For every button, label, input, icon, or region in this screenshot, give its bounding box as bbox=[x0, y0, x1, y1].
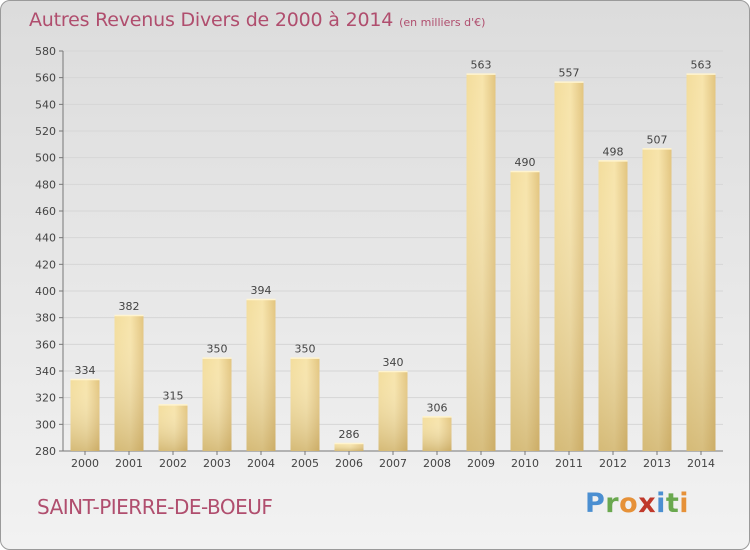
bar-value-label: 382 bbox=[119, 300, 140, 313]
bar-value-label: 286 bbox=[339, 428, 360, 441]
bar-shade bbox=[246, 299, 276, 451]
x-tick-label: 2006 bbox=[335, 457, 363, 470]
logo-letter: P bbox=[585, 488, 606, 519]
bar-shade bbox=[378, 371, 408, 451]
bar-shade bbox=[70, 379, 100, 451]
x-tick-label: 2010 bbox=[511, 457, 539, 470]
bar-value-label: 498 bbox=[603, 145, 624, 158]
bar-shade bbox=[554, 81, 584, 452]
x-tick-label: 2012 bbox=[599, 457, 627, 470]
bar-shade bbox=[422, 416, 452, 451]
logo-letter: i bbox=[679, 488, 690, 519]
bar-value-label: 340 bbox=[383, 356, 404, 369]
bars bbox=[70, 73, 716, 452]
bar-shade bbox=[598, 160, 628, 452]
bar-value-label: 334 bbox=[75, 364, 96, 377]
bar-shade bbox=[466, 73, 496, 452]
x-tick-label: 2004 bbox=[247, 457, 275, 470]
bar-value-label: 563 bbox=[471, 59, 492, 72]
y-tick-label: 520 bbox=[35, 125, 56, 138]
y-tick-label: 360 bbox=[35, 338, 56, 351]
bar-value-label: 507 bbox=[647, 133, 668, 146]
logo-letter: r bbox=[605, 488, 620, 519]
x-tick-label: 2014 bbox=[687, 457, 715, 470]
bar-value-label: 563 bbox=[691, 59, 712, 72]
x-tick-label: 2007 bbox=[379, 457, 407, 470]
y-tick-label: 340 bbox=[35, 365, 56, 378]
bar-value-label: 394 bbox=[251, 284, 272, 297]
y-tick-label: 540 bbox=[35, 98, 56, 111]
x-tick-label: 2013 bbox=[643, 457, 671, 470]
y-tick-label: 580 bbox=[35, 45, 56, 58]
y-tick-label: 500 bbox=[35, 152, 56, 165]
bar-value-label: 490 bbox=[515, 156, 536, 169]
bar-shade bbox=[642, 148, 672, 452]
chart-title-unit: (en milliers d'€) bbox=[399, 16, 486, 29]
x-tick-label: 2005 bbox=[291, 457, 319, 470]
logo-letter: i bbox=[656, 488, 666, 519]
logo-letter: x bbox=[638, 488, 657, 519]
commune-name: SAINT-PIERRE-DE-BOEUF bbox=[37, 495, 273, 519]
chart-title: Autres Revenus Divers de 2000 à 2014 (en … bbox=[29, 9, 485, 31]
bar-value-label: 350 bbox=[295, 343, 316, 356]
y-tick-label: 420 bbox=[35, 258, 56, 271]
y-tick-label: 480 bbox=[35, 178, 56, 191]
chart-title-main: Autres Revenus Divers de 2000 à 2014 bbox=[29, 9, 394, 31]
labels: 280 300 320 340 360 380 400 420 440 460 480 500 520 5… bbox=[35, 45, 715, 470]
x-tick-label: 2001 bbox=[115, 457, 143, 470]
bar-value-label: 350 bbox=[207, 343, 228, 356]
bar-shade bbox=[290, 357, 320, 451]
y-tick-label: 440 bbox=[35, 232, 56, 245]
x-tick-label: 2011 bbox=[555, 457, 583, 470]
bar-value-label: 306 bbox=[427, 401, 448, 414]
y-tick-label: 400 bbox=[35, 285, 56, 298]
x-tick-label: 2000 bbox=[71, 457, 99, 470]
bar-shade bbox=[202, 357, 232, 451]
bar-shade bbox=[158, 404, 188, 451]
bar-shade bbox=[510, 171, 540, 451]
bar-value-label: 557 bbox=[559, 67, 580, 80]
bar-shade bbox=[334, 443, 364, 451]
y-tick-label: 560 bbox=[35, 72, 56, 85]
bar-value-label: 315 bbox=[163, 389, 184, 402]
y-tick-label: 280 bbox=[35, 445, 56, 458]
y-tick-label: 300 bbox=[35, 418, 56, 431]
x-tick-label: 2009 bbox=[467, 457, 495, 470]
x-tick-label: 2008 bbox=[423, 457, 451, 470]
y-tick-label: 380 bbox=[35, 312, 56, 325]
logo-letter: o bbox=[619, 488, 639, 519]
x-tick-label: 2002 bbox=[159, 457, 187, 470]
y-tick-label: 460 bbox=[35, 205, 56, 218]
proxiti-logo: Proxiti bbox=[585, 488, 689, 519]
bar-shade bbox=[114, 315, 144, 451]
logo-letter: t bbox=[665, 488, 680, 519]
x-tick-label: 2003 bbox=[203, 457, 231, 470]
y-tick-label: 320 bbox=[35, 392, 56, 405]
bar-shade bbox=[686, 73, 716, 452]
